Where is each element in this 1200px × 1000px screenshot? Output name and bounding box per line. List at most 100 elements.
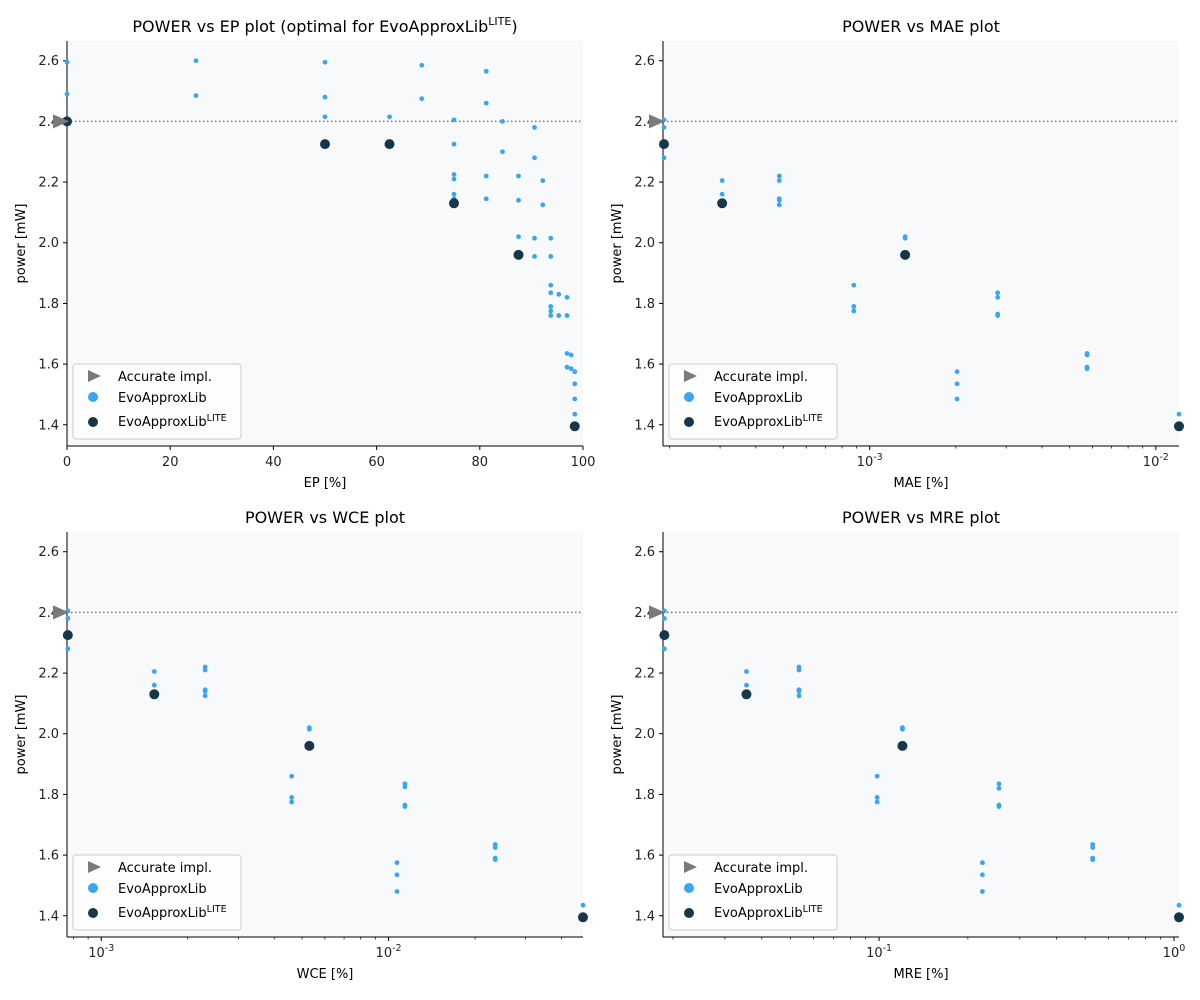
legend-lite-base: EvoApproxLib: [714, 906, 803, 921]
title-text: POWER vs WCE plot: [245, 508, 405, 527]
accurate-marker: [649, 114, 665, 129]
x-tick-label: 10-3: [88, 943, 114, 961]
y-tick-label: 1.8: [38, 788, 59, 803]
evo-point: [1176, 411, 1182, 417]
y-tick-label: 2.6: [634, 54, 655, 69]
legend-accurate-icon: [88, 370, 101, 382]
legend-lite-sup: LITE: [803, 413, 823, 424]
evo-point: [1084, 352, 1090, 358]
evo-point: [65, 616, 71, 621]
evo-point: [564, 364, 570, 370]
accurate-marker: [649, 605, 665, 620]
x-tick-base: 20: [162, 455, 179, 470]
lite-point: [62, 630, 73, 641]
x-tick-base: 10: [857, 455, 874, 470]
evo-point: [661, 155, 667, 161]
evo-point: [492, 857, 498, 863]
legend-evo-label: EvoApproxLib: [118, 882, 207, 897]
evo-point: [661, 616, 667, 621]
evo-point: [202, 667, 208, 673]
evo-point: [483, 100, 489, 106]
evo-point: [744, 669, 749, 674]
evo-point: [900, 726, 905, 732]
x-tick-base: 0: [63, 455, 71, 470]
y-tick-label: 2.6: [38, 54, 59, 69]
evo-point: [776, 178, 782, 183]
x-axis-label: WCE [%]: [297, 967, 354, 982]
evo-point: [483, 196, 489, 202]
legend-evo-icon: [88, 392, 98, 402]
evo-point: [572, 381, 578, 387]
evo-point: [451, 176, 457, 182]
y-tick-label: 2.2: [634, 176, 655, 191]
x-tick-base: 100: [571, 455, 596, 470]
evo-point: [394, 889, 400, 894]
lite-point: [149, 689, 160, 700]
y-tick-label: 1.6: [634, 849, 655, 864]
legend-lite-sup: LITE: [207, 904, 227, 915]
x-tick-label: 10-3: [857, 452, 883, 470]
y-tick-label: 1.4: [38, 909, 59, 924]
y-tick-label: 1.4: [38, 418, 59, 433]
evo-point: [322, 94, 328, 100]
legend-lite-base: EvoApproxLib: [118, 906, 207, 921]
y-axis-label: power [mW]: [610, 695, 625, 775]
evo-point: [548, 308, 554, 314]
evo-point: [572, 411, 578, 417]
evo-point: [202, 688, 208, 694]
evo-point: [996, 785, 1002, 791]
evo-point: [954, 381, 960, 387]
evo-point: [548, 282, 554, 288]
x-tick-base: 10: [866, 946, 883, 961]
legend-accurate-icon: [684, 861, 697, 873]
legend-accurate-icon: [88, 861, 101, 873]
x-tick-label: 0: [63, 455, 71, 470]
legend-accurate-label: Accurate impl.: [714, 370, 808, 385]
panel-title: POWER vs MAE plot: [842, 17, 1000, 36]
evo-point: [874, 795, 880, 800]
x-tick-label: 100: [571, 455, 596, 470]
evo-point: [202, 693, 208, 699]
lite-point: [900, 249, 911, 260]
y-axis-label: power [mW]: [610, 204, 625, 284]
evo-point: [289, 799, 295, 805]
title-text: POWER vs MAE plot: [842, 17, 1000, 36]
legend-accurate-label: Accurate impl.: [118, 370, 212, 385]
legend-box: [72, 363, 242, 440]
y-tick-label: 1.8: [38, 297, 59, 312]
evo-point: [556, 313, 562, 318]
x-tick-base: 60: [368, 455, 385, 470]
evo-point: [151, 669, 157, 674]
evo-point: [568, 366, 574, 372]
legend-lite-sup: LITE: [207, 413, 227, 424]
lite-point: [449, 198, 459, 209]
evo-point: [451, 172, 457, 177]
x-tick-label: 80: [472, 455, 489, 470]
y-tick-label: 2.2: [38, 667, 59, 682]
evo-point: [548, 304, 554, 309]
evo-point: [483, 68, 489, 74]
panel-title: POWER vs EP plot (optimal for EvoApproxL…: [132, 15, 517, 36]
legend: Accurate impl.EvoApproxLibEvoApproxLibLI…: [72, 854, 242, 931]
y-tick-label: 1.6: [38, 358, 59, 373]
evo-point: [394, 860, 400, 866]
evo-point: [451, 141, 457, 147]
accurate-marker: [53, 114, 69, 129]
y-tick-label: 1.8: [634, 788, 655, 803]
y-tick-label: 1.4: [634, 418, 655, 433]
y-tick-label: 1.6: [38, 849, 59, 864]
evo-point: [193, 93, 199, 99]
title-end: ): [511, 17, 517, 36]
x-tick-exponent: -3: [105, 943, 114, 954]
evo-point: [568, 352, 574, 358]
evo-point: [540, 202, 546, 208]
legend-lite-icon: [684, 908, 694, 918]
evo-point: [532, 155, 537, 161]
legend-lite-base: EvoApproxLib: [714, 415, 803, 430]
evo-point: [776, 197, 782, 203]
x-tick-label: 20: [162, 455, 179, 470]
evo-point: [289, 795, 295, 800]
evo-point: [548, 253, 554, 259]
